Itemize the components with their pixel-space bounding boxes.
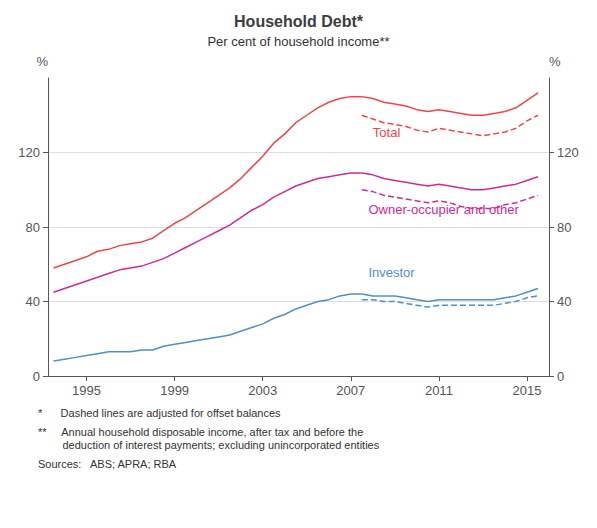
svg-text:Household Debt*: Household Debt* — [234, 13, 364, 30]
svg-text:1995: 1995 — [72, 383, 101, 398]
svg-text:40: 40 — [557, 294, 571, 309]
svg-text:Owner-occupier and other: Owner-occupier and other — [368, 202, 519, 217]
svg-text:* Dashed lines are adjust: * Dashed lines are adjusted for offset b… — [38, 407, 281, 419]
svg-text:** Annual household dispos: ** Annual household disposable income, a… — [38, 426, 363, 438]
svg-text:0: 0 — [33, 369, 40, 384]
svg-text:%: % — [36, 54, 48, 69]
svg-text:120: 120 — [18, 145, 40, 160]
svg-text:2015: 2015 — [513, 383, 542, 398]
svg-text:Total: Total — [373, 125, 401, 140]
svg-text:2003: 2003 — [248, 383, 277, 398]
svg-text:2007: 2007 — [336, 383, 365, 398]
svg-text:deduction of interest payments: deduction of interest payments; excludin… — [38, 439, 380, 451]
svg-text:%: % — [549, 54, 561, 69]
svg-text:Investor: Investor — [368, 265, 415, 280]
svg-text:1999: 1999 — [160, 383, 189, 398]
svg-text:Per cent of household income**: Per cent of household income** — [207, 34, 389, 49]
svg-text:80: 80 — [557, 220, 571, 235]
svg-text:80: 80 — [26, 220, 40, 235]
svg-text:40: 40 — [26, 294, 40, 309]
svg-text:Sources: ABS; APRA; RBA: Sources: ABS; APRA; RBA — [38, 458, 177, 470]
svg-text:2011: 2011 — [425, 383, 453, 398]
svg-text:120: 120 — [557, 145, 579, 160]
svg-text:0: 0 — [557, 369, 564, 384]
